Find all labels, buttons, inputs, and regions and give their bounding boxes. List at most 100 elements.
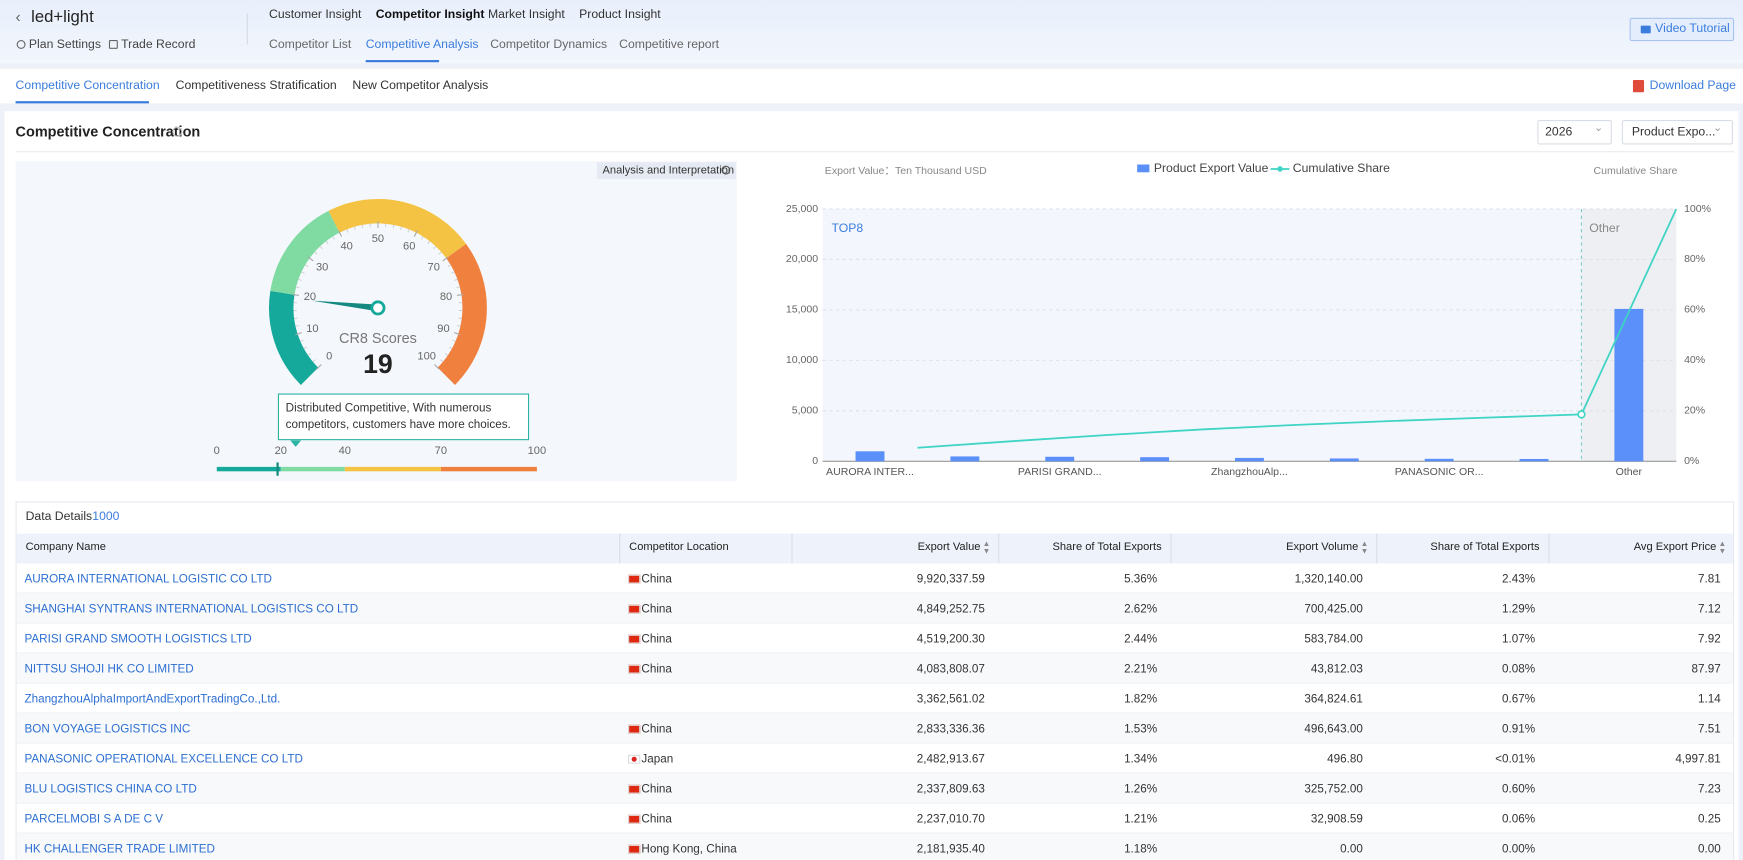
flag-icon bbox=[628, 604, 641, 614]
table-cell: 1.82% bbox=[1124, 692, 1158, 706]
table-cell: 496,643.00 bbox=[1304, 722, 1363, 736]
column-header: Competitor Location bbox=[629, 541, 729, 554]
table-cell: 4,997.81 bbox=[1675, 752, 1721, 766]
column-divider bbox=[998, 533, 1000, 564]
table-cell: 1.53% bbox=[1124, 722, 1158, 736]
info-icon bbox=[172, 126, 183, 137]
column-header: Company Name bbox=[25, 541, 106, 554]
tab-underline bbox=[15, 101, 149, 104]
table-header-bg bbox=[16, 533, 1733, 564]
table-cell: 0.60% bbox=[1502, 782, 1536, 796]
company-link[interactable]: AURORA INTERNATIONAL LOGISTIC CO LTD bbox=[24, 572, 272, 586]
table-row bbox=[16, 773, 1733, 804]
table-cell: 3,362,561.02 bbox=[916, 692, 985, 706]
table-cell: 0.25 bbox=[1698, 812, 1721, 826]
table-cell: 0.91% bbox=[1502, 722, 1536, 736]
company-link[interactable]: PARISI GRAND SMOOTH LOGISTICS LTD bbox=[24, 632, 252, 646]
table-cell: <0.01% bbox=[1495, 752, 1536, 766]
table-cell: 87.97 bbox=[1691, 662, 1721, 676]
back-chevron[interactable]: ‹ bbox=[15, 7, 21, 26]
table-cell: 1.14 bbox=[1698, 692, 1721, 706]
table-cell: 1.26% bbox=[1124, 782, 1158, 796]
year-select[interactable] bbox=[1537, 120, 1612, 145]
nav-item[interactable]: Competitor Insight bbox=[375, 7, 485, 22]
table-cell: 364,824.61 bbox=[1304, 692, 1363, 706]
subnav-item[interactable]: Competitor List bbox=[269, 37, 352, 52]
column-header[interactable]: Export Value bbox=[917, 541, 981, 554]
table-cell: 1.21% bbox=[1124, 812, 1158, 826]
dimension-value: Product Expo... bbox=[1631, 125, 1716, 139]
table-cell: 325,752.00 bbox=[1304, 782, 1363, 796]
tab[interactable]: Competitiveness Stratification bbox=[175, 78, 337, 93]
table-cell: 4,519,200.30 bbox=[916, 632, 985, 646]
table-cell: 7.81 bbox=[1698, 572, 1721, 586]
table-cell: China bbox=[641, 572, 672, 586]
table-cell: 9,920,337.59 bbox=[916, 572, 985, 586]
column-divider bbox=[1376, 533, 1378, 564]
company-link[interactable]: PARCELMOBI S A DE C V bbox=[24, 812, 164, 826]
column-header[interactable]: Avg Export Price bbox=[1633, 541, 1717, 554]
sort-icon: ▲ ▼ bbox=[1360, 540, 1369, 556]
year-value: 2026 bbox=[1545, 125, 1573, 139]
title-divider bbox=[15, 151, 1735, 153]
flag-icon bbox=[628, 574, 641, 584]
subnav-item[interactable]: Competitive Analysis bbox=[365, 37, 479, 52]
subnav-item[interactable]: Competitive report bbox=[619, 37, 720, 52]
table-row bbox=[16, 623, 1733, 654]
table-count: 1000 bbox=[92, 510, 120, 524]
table-row bbox=[16, 563, 1733, 594]
table-cell: 0.67% bbox=[1502, 692, 1536, 706]
dimension-select[interactable] bbox=[1621, 120, 1733, 145]
company-link[interactable]: PANASONIC OPERATIONAL EXCELLENCE CO LTD bbox=[24, 752, 303, 766]
company-link[interactable]: BLU LOGISTICS CHINA CO LTD bbox=[24, 782, 197, 796]
table-box bbox=[15, 501, 1735, 860]
download-link[interactable]: Download Page bbox=[1649, 78, 1736, 93]
company-link[interactable]: BON VOYAGE LOGISTICS INC bbox=[24, 722, 191, 736]
company-link[interactable]: ZhangzhouAlphaImportAndExportTradingCo.,… bbox=[24, 692, 281, 706]
company-link[interactable]: SHANGHAI SYNTRANS INTERNATIONAL LOGISTIC… bbox=[24, 602, 359, 616]
header-bar bbox=[0, 0, 1743, 64]
column-header: Share of Total Exports bbox=[1430, 541, 1540, 554]
table-cell: 496.80 bbox=[1327, 752, 1363, 766]
tab[interactable]: New Competitor Analysis bbox=[352, 78, 489, 93]
flag-icon bbox=[628, 844, 641, 854]
subnav-item[interactable]: Competitor Dynamics bbox=[490, 37, 608, 52]
table-cell: Japan bbox=[641, 752, 674, 766]
table-cell: 0.00 bbox=[1698, 842, 1721, 856]
table-cell: 7.12 bbox=[1698, 602, 1721, 616]
column-divider bbox=[1548, 533, 1550, 564]
nav-item[interactable]: Product Insight bbox=[579, 7, 661, 22]
table-cell: 4,083,808.07 bbox=[916, 662, 985, 676]
video-button[interactable] bbox=[1629, 17, 1735, 42]
table-row bbox=[16, 653, 1733, 684]
table-cell: 7.92 bbox=[1698, 632, 1721, 646]
video-icon bbox=[1640, 25, 1651, 34]
video-label[interactable]: Video Tutorial bbox=[1655, 22, 1730, 36]
header-link[interactable]: Plan Settings bbox=[28, 37, 101, 52]
table-row bbox=[16, 743, 1733, 774]
table-cell: China bbox=[641, 722, 672, 736]
table-cell: 2,482,913.67 bbox=[916, 752, 985, 766]
header-link[interactable]: Trade Record bbox=[121, 37, 196, 52]
nav-item[interactable]: Market Insight bbox=[487, 7, 565, 22]
tabs-bar bbox=[0, 68, 1743, 104]
analysis-info bbox=[721, 165, 731, 175]
tab[interactable]: Competitive Concentration bbox=[15, 78, 160, 93]
analysis-button[interactable] bbox=[596, 162, 736, 179]
analysis-label[interactable]: Analysis and Interpretation bbox=[602, 164, 735, 177]
table-cell: 32,908.59 bbox=[1310, 812, 1363, 826]
column-header[interactable]: Export Volume bbox=[1286, 541, 1359, 554]
table-cell: Hong Kong, China bbox=[641, 842, 737, 856]
table-cell: 700,425.00 bbox=[1304, 602, 1363, 616]
table-cell: 583,784.00 bbox=[1304, 632, 1363, 646]
table-cell: China bbox=[641, 782, 672, 796]
panel-title: Competitive Concentration bbox=[15, 123, 201, 141]
table-cell: 1,320,140.00 bbox=[1294, 572, 1363, 586]
nav-item[interactable]: Customer Insight bbox=[269, 7, 362, 22]
table-cell: 0.00 bbox=[1340, 842, 1363, 856]
plan-title: led+light bbox=[31, 7, 94, 27]
company-link[interactable]: NITTSU SHOJI HK CO LIMITED bbox=[24, 662, 194, 676]
table-cell: 0.06% bbox=[1502, 812, 1536, 826]
divider bbox=[246, 13, 248, 45]
company-link[interactable]: HK CHALLENGER TRADE LIMITED bbox=[24, 842, 215, 856]
